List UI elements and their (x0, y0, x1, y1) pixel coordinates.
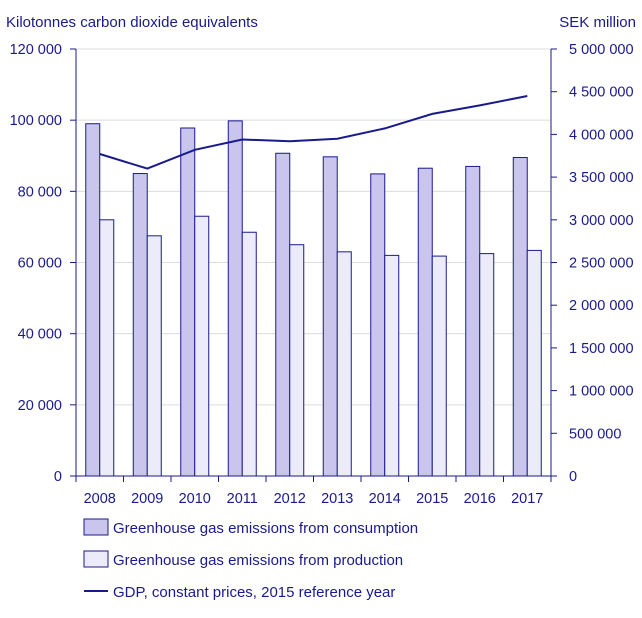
bar-production (99, 219, 115, 477)
y-left-tick-label: 40 000 (18, 327, 62, 343)
x-tick-label: 2017 (511, 491, 543, 507)
legend: Greenhouse gas emissions from consumptio… (83, 518, 418, 601)
gdp-line-layer (99, 95, 528, 170)
gdp-line (99, 95, 528, 170)
y-right-tick-label: 4 000 000 (569, 127, 634, 143)
bar-consumption (180, 127, 196, 477)
y-right-tick-label: 0 (569, 469, 577, 485)
bar-consumption (417, 167, 433, 477)
bar-consumption (322, 156, 338, 477)
y-left-tick-label: 120 000 (10, 42, 62, 58)
y-right-tick-label: 500 000 (569, 426, 621, 442)
y-right-tick-label: 2 000 000 (569, 298, 634, 314)
right-axis-title: SEK million (559, 14, 636, 31)
y-right-tick-label: 1 500 000 (569, 341, 634, 357)
legend-item-consumption: Greenhouse gas emissions from consumptio… (83, 518, 418, 537)
y-left-tick-label: 0 (54, 469, 62, 485)
bar-production (146, 235, 162, 477)
x-tick-label: 2014 (369, 491, 401, 507)
bar-consumption (465, 165, 481, 477)
bar-production (479, 253, 495, 477)
bar-production (241, 231, 257, 477)
bar-production (526, 249, 542, 477)
bar-consumption (227, 120, 243, 477)
bar-production (384, 254, 400, 477)
y-right-tick-label: 3 000 000 (569, 213, 634, 229)
tick-labels: 0 20 000 40 000 60 000 80 000 100 000 120 000 0… (10, 42, 634, 507)
x-tick-label: 2011 (227, 491, 258, 507)
bar-consumption (132, 173, 148, 477)
bar-production (289, 244, 305, 477)
bar-consumption (275, 152, 291, 477)
x-tick-label: 2013 (321, 491, 353, 507)
y-right-tick-label: 2 500 000 (569, 256, 634, 272)
x-tick-label: 2010 (179, 491, 211, 507)
y-right-tick-label: 1 000 000 (569, 384, 634, 400)
y-right-tick-label: 5 000 000 (569, 42, 634, 58)
bars (85, 120, 542, 477)
legend-item-production: Greenhouse gas emissions from production (83, 550, 403, 569)
bar-consumption (85, 123, 101, 477)
legend-swatch-production (83, 550, 109, 568)
axes (70, 48, 557, 482)
bar-production (336, 251, 352, 477)
bar-production (194, 215, 210, 477)
legend-label-consumption: Greenhouse gas emissions from consumptio… (113, 520, 418, 537)
y-left-tick-label: 100 000 (10, 113, 62, 129)
x-tick-label: 2008 (84, 491, 116, 507)
x-tick-label: 2009 (131, 491, 163, 507)
bar-production (431, 255, 447, 477)
legend-swatch-consumption (83, 518, 109, 536)
bar-consumption (512, 157, 528, 477)
y-right-tick-label: 3 500 000 (569, 170, 634, 186)
legend-item-gdp: GDP, constant prices, 2015 reference yea… (84, 584, 395, 601)
y-right-tick-label: 4 500 000 (569, 85, 634, 101)
legend-label-gdp: GDP, constant prices, 2015 reference yea… (113, 584, 395, 601)
x-tick-label: 2016 (464, 491, 496, 507)
y-left-tick-label: 20 000 (18, 398, 62, 414)
bar-consumption (370, 173, 386, 477)
left-axis-title: Kilotonnes carbon dioxide equivalents (6, 14, 258, 31)
y-left-tick-label: 80 000 (18, 184, 62, 200)
y-left-tick-label: 60 000 (18, 256, 62, 272)
legend-label-production: Greenhouse gas emissions from production (113, 552, 403, 569)
x-tick-label: 2015 (416, 491, 448, 507)
x-tick-label: 2012 (274, 491, 306, 507)
